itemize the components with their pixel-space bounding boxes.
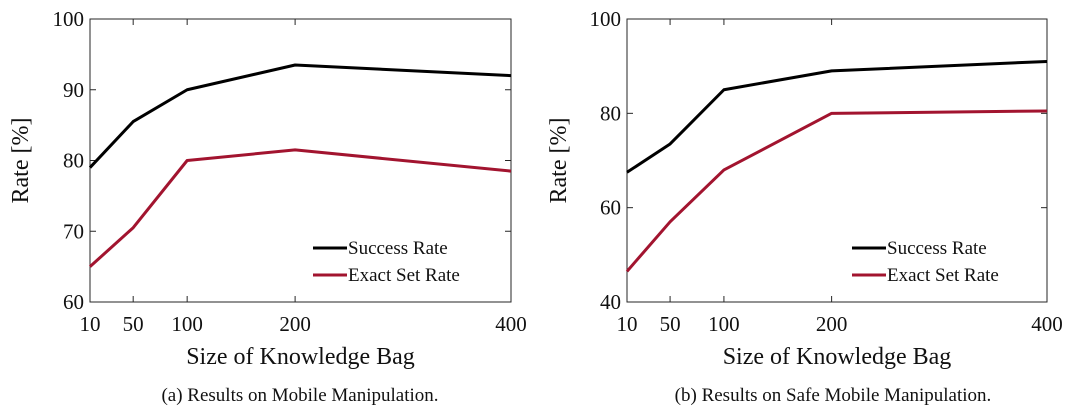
x-tick-label: 400 bbox=[495, 312, 527, 336]
x-tick-label: 10 bbox=[617, 312, 638, 336]
x-tick-label: 50 bbox=[660, 312, 681, 336]
plot-frame bbox=[89, 18, 512, 303]
y-tick-label: 60 bbox=[600, 196, 621, 220]
x-tick-label: 50 bbox=[123, 312, 144, 336]
series-line-success-rate bbox=[88, 63, 512, 169]
series-line-exact-set-rate bbox=[625, 109, 1048, 273]
series-line-success-rate bbox=[626, 59, 1048, 174]
y-axis-label: Rate [%] bbox=[546, 118, 572, 204]
chart-panel-0: 60 70 80 90 100 10 50 100 200 400 Size of Knowledg… bbox=[8, 7, 527, 406]
y-tick-label: 100 bbox=[53, 7, 85, 31]
legend-label: Success Rate bbox=[348, 238, 448, 259]
y-tick-label: 40 bbox=[600, 290, 621, 314]
y-tick-label: 90 bbox=[63, 78, 84, 102]
legend: Success Rate Exact Set Rate bbox=[852, 238, 999, 286]
y-tick-label: 80 bbox=[600, 101, 621, 125]
x-axis-label: Size of Knowledge Bag bbox=[723, 344, 952, 370]
plot-frame bbox=[626, 18, 1048, 303]
y-tick-label: 80 bbox=[63, 149, 84, 173]
x-tick-label: 10 bbox=[80, 312, 101, 336]
series-line-exact-set-rate bbox=[88, 148, 512, 268]
figure-caption: (a) Results on Mobile Manipulation. bbox=[161, 385, 438, 406]
legend: Success Rate Exact Set Rate bbox=[313, 238, 460, 286]
y-tick-label: 70 bbox=[63, 219, 84, 243]
y-axis-label: Rate [%] bbox=[8, 118, 34, 204]
x-tick-label: 100 bbox=[708, 312, 740, 336]
legend-label: Exact Set Rate bbox=[887, 265, 999, 286]
x-tick-label: 200 bbox=[279, 312, 311, 336]
y-tick-label: 60 bbox=[63, 290, 84, 314]
x-tick-label: 400 bbox=[1031, 312, 1063, 336]
legend-label: Exact Set Rate bbox=[348, 265, 460, 286]
figure-caption: (b) Results on Safe Mobile Manipulation. bbox=[675, 385, 992, 406]
chart-panel-1: 40 60 80 100 10 50 100 200 400 Size of Knowledge … bbox=[546, 7, 1063, 406]
x-tick-label: 200 bbox=[816, 312, 848, 336]
y-tick-label: 100 bbox=[590, 7, 622, 31]
x-tick-label: 100 bbox=[171, 312, 203, 336]
legend-label: Success Rate bbox=[887, 238, 987, 259]
x-axis-label: Size of Knowledge Bag bbox=[186, 344, 415, 370]
